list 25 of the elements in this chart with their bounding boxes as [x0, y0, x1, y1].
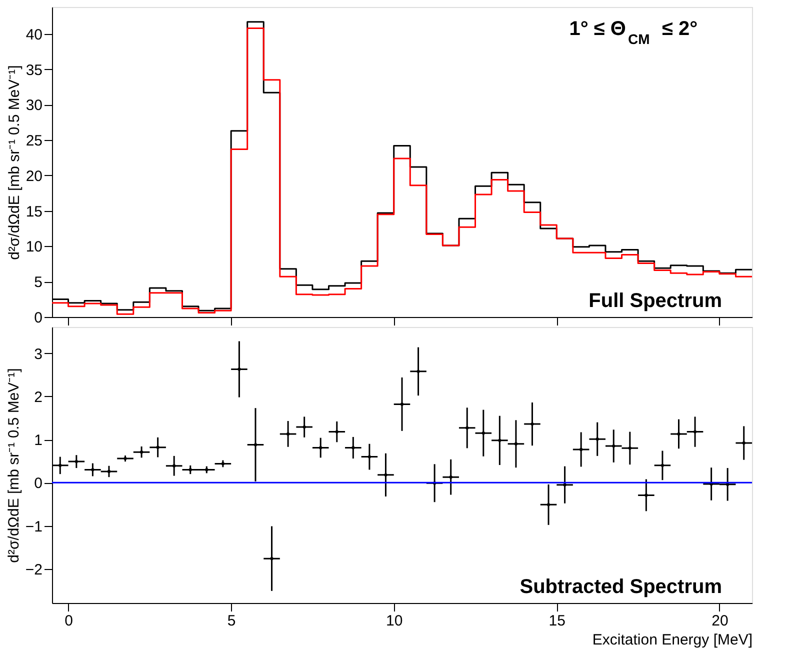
y-tick-label: −2 [25, 561, 42, 578]
y-tick-label: 35 [26, 62, 42, 79]
x-tick-label: 0 [64, 612, 73, 630]
y-tick-label: 30 [26, 97, 42, 114]
annotation: Subtracted Spectrum [520, 576, 722, 598]
y-tick-label: 15 [26, 203, 42, 220]
y-tick-label: −1 [25, 518, 42, 536]
y-tick-label: 10 [26, 238, 42, 256]
y-tick-label: 25 [26, 132, 42, 150]
x-axis-title: Excitation Energy [MeV] [592, 632, 752, 648]
y-tick-label: 40 [26, 26, 42, 44]
y-axis-title: d²σ/dΩdE [mb sr⁻¹ 0.5 MeV⁻¹] [5, 368, 22, 563]
x-tick-label: 15 [548, 612, 566, 630]
y-tick-label: 0 [34, 310, 42, 326]
annotation: Full Spectrum [588, 290, 722, 312]
y-tick-label: 1 [34, 432, 42, 450]
y-tick-label: 2 [34, 388, 42, 406]
x-tick-label: 10 [386, 612, 403, 630]
y-axis-title: d²σ/dΩdE [mb sr⁻¹ 0.5 MeV⁻¹] [6, 65, 23, 260]
y-tick-label: 20 [26, 168, 42, 185]
y-tick-label: 0 [34, 475, 42, 492]
x-tick-label: 5 [227, 612, 236, 630]
y-tick-label: 3 [34, 346, 42, 363]
y-tick-label: 5 [34, 274, 42, 292]
x-tick-label: 20 [712, 612, 728, 630]
